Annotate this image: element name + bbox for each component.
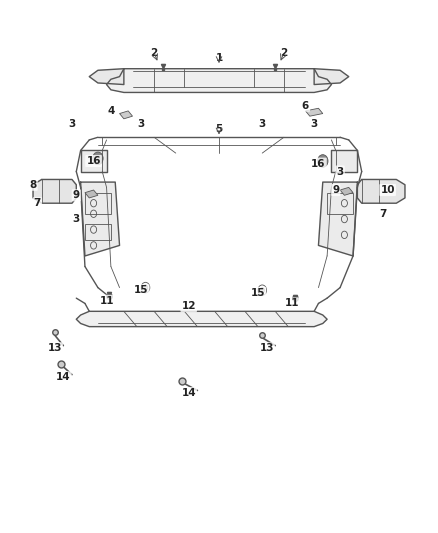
Polygon shape <box>305 108 323 116</box>
Polygon shape <box>76 311 327 327</box>
Polygon shape <box>340 188 353 195</box>
Text: 15: 15 <box>134 285 148 295</box>
Text: 2: 2 <box>151 48 158 58</box>
Text: 3: 3 <box>311 119 318 129</box>
Text: 3: 3 <box>336 166 344 176</box>
Text: 14: 14 <box>56 372 71 382</box>
Polygon shape <box>120 111 133 119</box>
Text: 3: 3 <box>73 214 80 224</box>
Text: 3: 3 <box>138 119 145 129</box>
Text: 3: 3 <box>258 119 266 129</box>
Polygon shape <box>332 150 357 172</box>
Text: 11: 11 <box>285 298 300 309</box>
Text: 10: 10 <box>381 185 395 195</box>
Circle shape <box>143 285 148 290</box>
Text: 4: 4 <box>107 106 115 116</box>
Polygon shape <box>318 182 357 256</box>
Text: 9: 9 <box>332 185 339 195</box>
Polygon shape <box>81 150 106 172</box>
Polygon shape <box>81 182 120 256</box>
Text: 16: 16 <box>311 159 326 168</box>
Text: 14: 14 <box>181 388 196 398</box>
Polygon shape <box>33 180 76 203</box>
Text: 2: 2 <box>280 48 287 58</box>
Polygon shape <box>89 69 124 85</box>
Text: 6: 6 <box>302 101 309 111</box>
Text: 11: 11 <box>99 296 114 306</box>
Text: 5: 5 <box>215 124 223 134</box>
Text: 13: 13 <box>47 343 62 353</box>
Text: 7: 7 <box>380 209 387 219</box>
Polygon shape <box>357 180 405 203</box>
Text: 15: 15 <box>251 288 265 298</box>
Text: 1: 1 <box>215 53 223 63</box>
Circle shape <box>260 288 265 293</box>
Text: 8: 8 <box>29 180 37 190</box>
Polygon shape <box>314 69 349 85</box>
Polygon shape <box>85 190 98 198</box>
Polygon shape <box>106 69 332 92</box>
Text: 9: 9 <box>73 190 80 200</box>
Circle shape <box>318 155 328 167</box>
Text: 3: 3 <box>68 119 76 129</box>
Text: 16: 16 <box>86 156 101 166</box>
Text: 7: 7 <box>34 198 41 208</box>
Circle shape <box>93 152 103 165</box>
Text: 13: 13 <box>259 343 274 353</box>
Text: 12: 12 <box>181 301 196 311</box>
